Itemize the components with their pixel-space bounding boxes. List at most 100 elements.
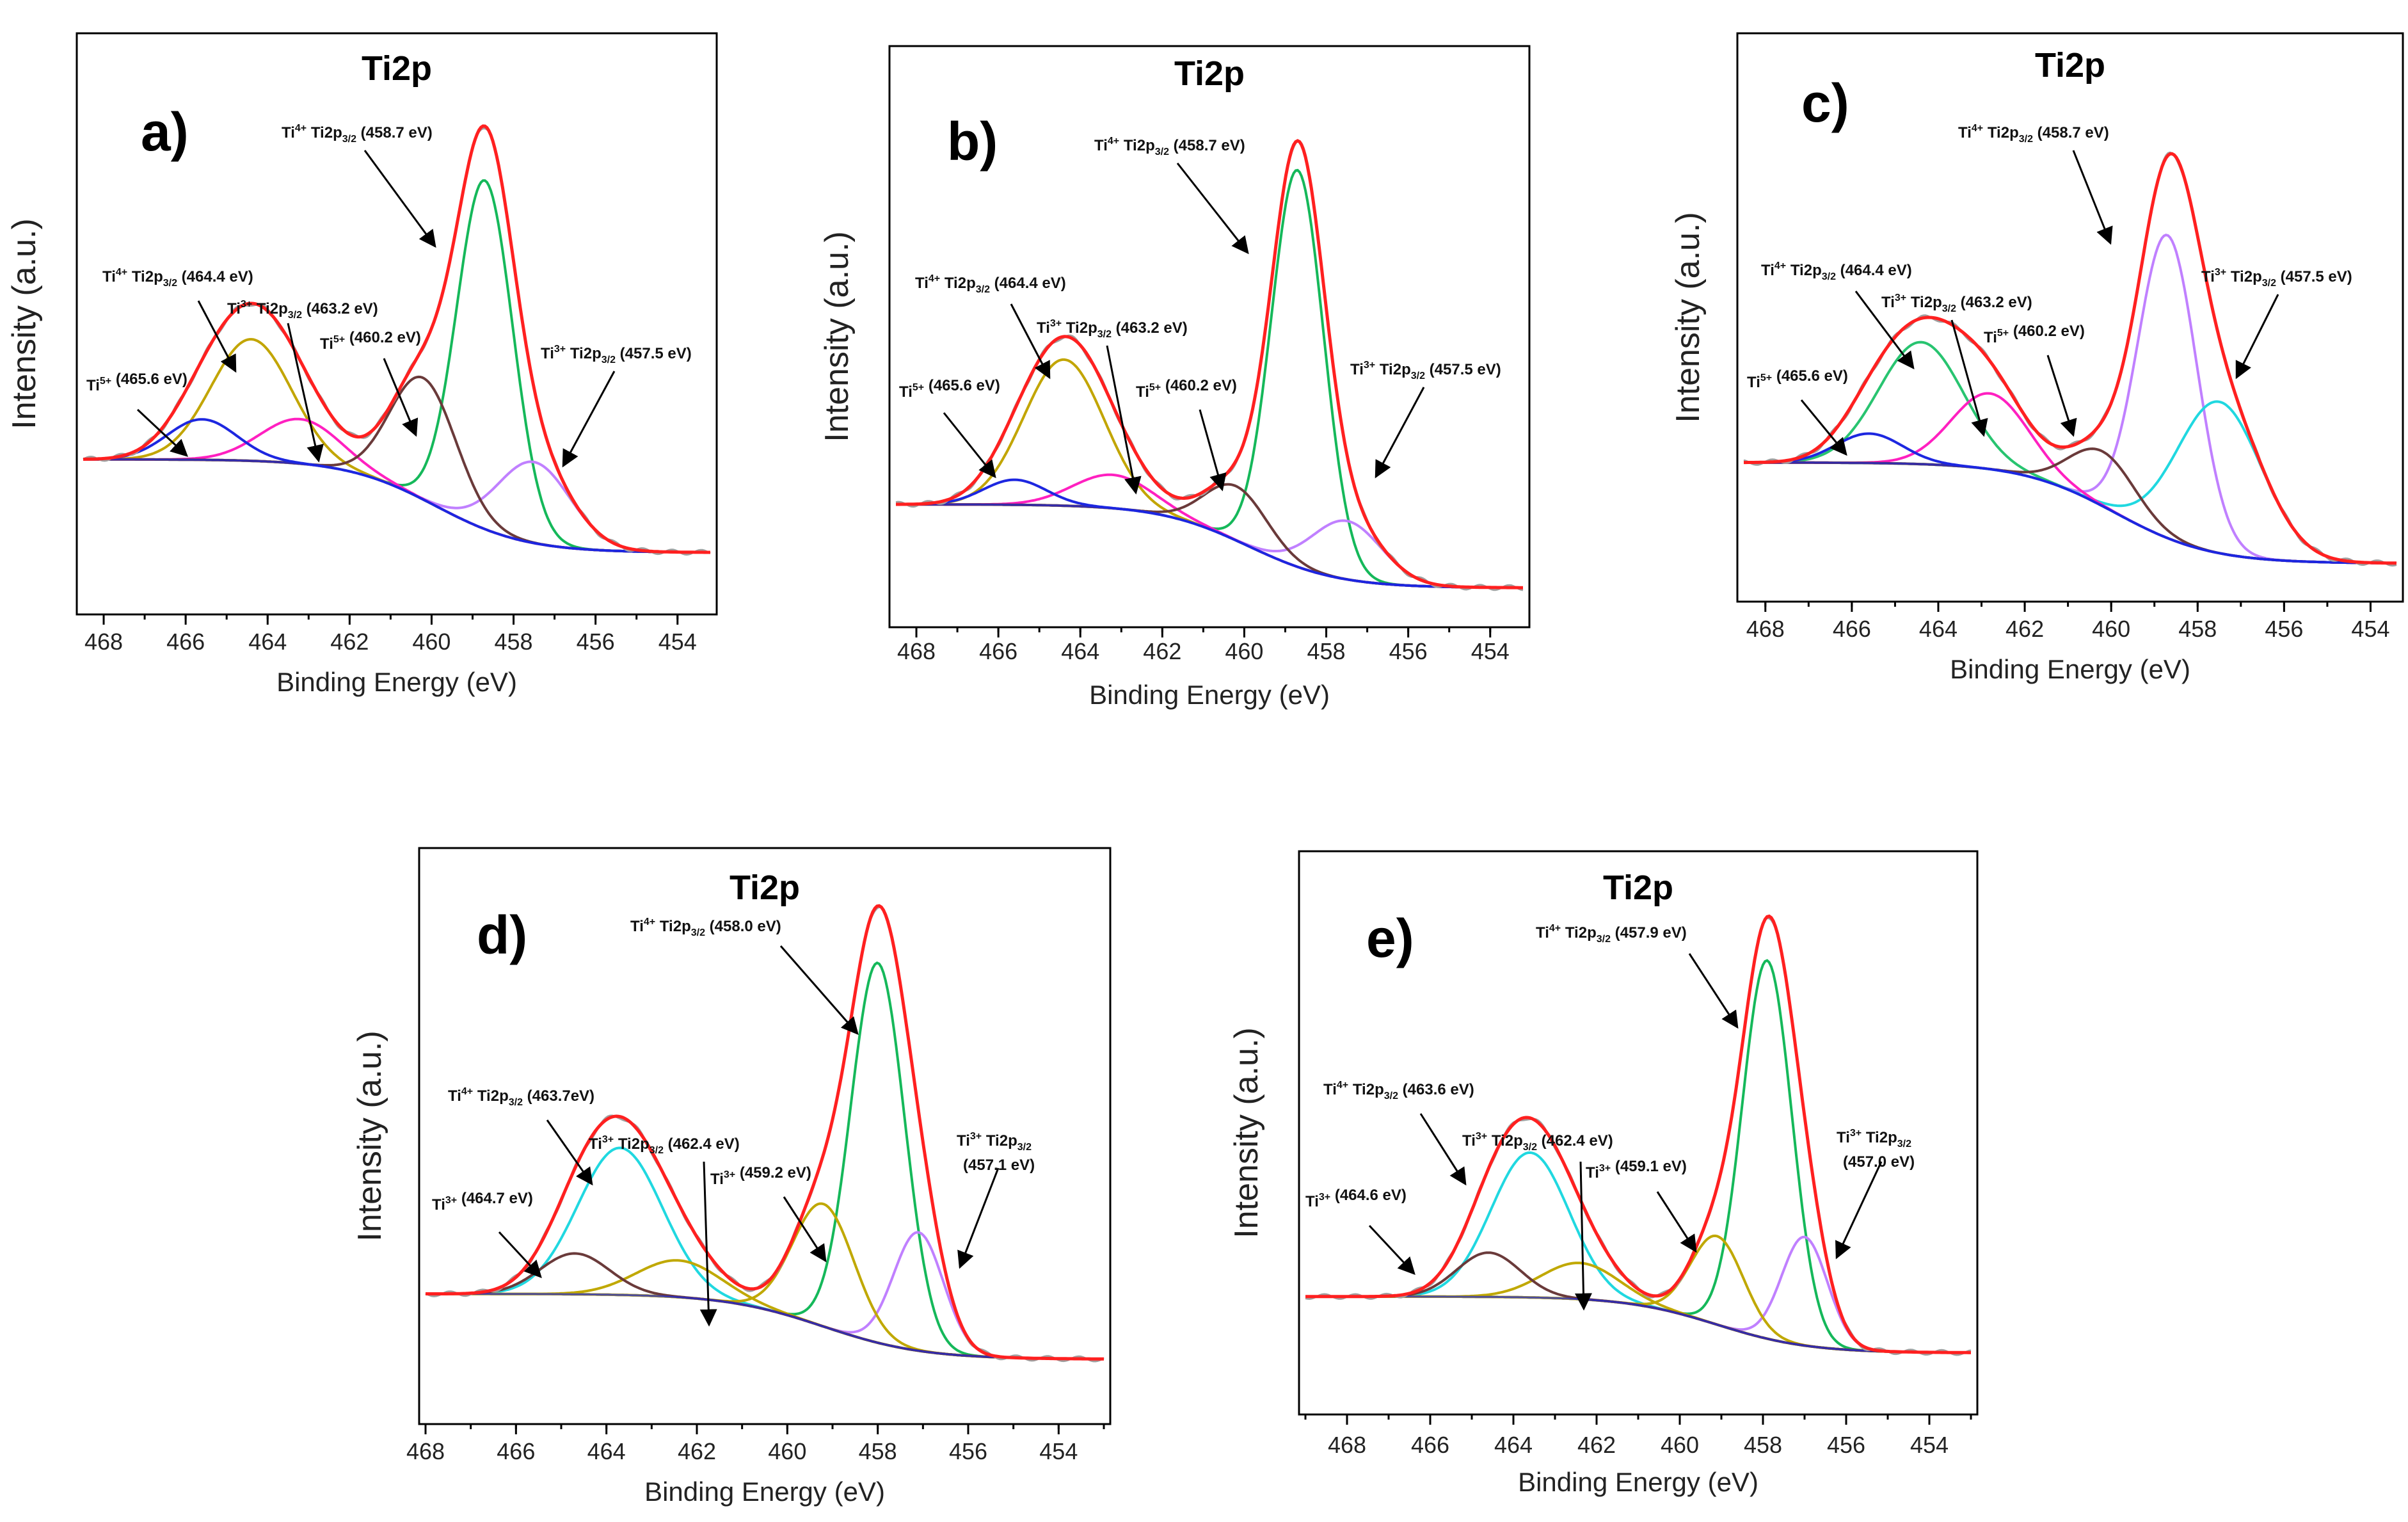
x-tick-label: 458 bbox=[495, 629, 533, 655]
x-tick-label: 454 bbox=[1039, 1438, 1078, 1464]
annotation-arrow bbox=[1854, 291, 1915, 370]
x-axis-label: Binding Energy (eV) bbox=[1089, 680, 1330, 710]
peak-annotation: Ti4+ Ti2p3/2 (464.4 eV) bbox=[915, 273, 1066, 295]
x-tick-label: 460 bbox=[768, 1438, 806, 1464]
background-line bbox=[1305, 1295, 1971, 1354]
component-peak-1 bbox=[83, 179, 710, 554]
background-line bbox=[83, 458, 710, 554]
annotation-arrow bbox=[383, 358, 419, 437]
x-tick-label: 454 bbox=[1910, 1432, 1949, 1458]
component-peak-5 bbox=[896, 483, 1523, 589]
x-tick-label: 462 bbox=[678, 1438, 716, 1464]
panel-label: b) bbox=[947, 111, 998, 172]
plot-frame bbox=[76, 32, 718, 616]
y-axis-label: Intensity (a.u.) bbox=[6, 218, 43, 429]
annotation-arrow bbox=[197, 300, 237, 373]
x-tick-label: 464 bbox=[587, 1438, 626, 1464]
peak-annotation: Ti5+ (460.2 eV) bbox=[1136, 377, 1237, 401]
x-tick-label: 458 bbox=[2178, 616, 2217, 642]
peak-annotation: Ti4+ Ti2p3/2 (458.7 eV) bbox=[1094, 136, 1245, 157]
annotation-arrow bbox=[287, 323, 324, 463]
peak-annotation: Ti3+ Ti2p3/2 (463.2 eV) bbox=[1037, 318, 1188, 340]
peak-annotation: Ti3+ (464.6 eV) bbox=[1305, 1187, 1407, 1210]
peak-annotation: Ti4+ Ti2p3/2 (464.4 eV) bbox=[102, 267, 253, 289]
peak-annotation: Ti5+ (465.6 eV) bbox=[899, 377, 1000, 401]
x-tick-label: 468 bbox=[84, 629, 123, 655]
peak-annotation: Ti5+ (465.6 eV) bbox=[1747, 367, 1848, 391]
annotation-arrow bbox=[779, 945, 859, 1036]
x-tick-label: 466 bbox=[1833, 616, 1871, 642]
panel-c: 468 466 464 462 460 458 456 454 Ti2p c) Binding En… bbox=[1670, 32, 2404, 684]
component-peak-6 bbox=[896, 478, 1523, 589]
component-peak-6 bbox=[426, 1252, 1104, 1361]
x-axis-label: Binding Energy (eV) bbox=[1950, 654, 2190, 684]
x-tick-label: 464 bbox=[1919, 616, 1957, 642]
component-peak-6 bbox=[1744, 432, 2397, 565]
peak-annotation: Ti3+ (459.1 eV) bbox=[1586, 1158, 1687, 1182]
peak-annotation: Ti4+ Ti2p3/2 (458.7 eV) bbox=[1958, 123, 2109, 145]
panel-d: 468 466 464 462 460 458 456 454 Ti2p d) Binding En… bbox=[351, 847, 1112, 1507]
peak-annotation: Ti3+ Ti2p3/2 (463.2 eV) bbox=[1881, 292, 2032, 314]
fit-envelope bbox=[83, 124, 710, 554]
plot-frame bbox=[418, 847, 1112, 1425]
y-axis-label: Intensity (a.u.) bbox=[818, 231, 856, 442]
peak-annotation: Ti4+ Ti2p3/2 (463.6 eV) bbox=[1323, 1080, 1474, 1101]
x-tick-label: 454 bbox=[2351, 616, 2389, 642]
x-tick-label: 466 bbox=[497, 1438, 535, 1464]
x-tick-label: 464 bbox=[1061, 638, 1099, 664]
x-axis-label: Binding Energy (eV) bbox=[1518, 1467, 1758, 1497]
component-peak-3 bbox=[896, 503, 1523, 589]
x-tick-label: 468 bbox=[897, 638, 936, 664]
x-tick-label: 466 bbox=[166, 629, 205, 655]
peak-annotation: Ti5+ (460.2 eV) bbox=[320, 329, 421, 353]
x-tick-label: 454 bbox=[658, 629, 697, 655]
x-tick-label: 460 bbox=[412, 629, 451, 655]
x-tick-label: 454 bbox=[1471, 638, 1510, 664]
x-tick-label: 464 bbox=[248, 629, 287, 655]
y-axis-label: Intensity (a.u.) bbox=[351, 1030, 388, 1241]
x-tick-label: 458 bbox=[1744, 1432, 1782, 1458]
annotation-arrow bbox=[957, 1167, 1000, 1269]
x-tick-label: 460 bbox=[2092, 616, 2130, 642]
annotation-arrow bbox=[562, 371, 616, 468]
peak-annotation: Ti3+ Ti2p3/2 (463.2 eV) bbox=[227, 299, 378, 321]
x-tick-label: 466 bbox=[1411, 1432, 1449, 1458]
peak-annotation: Ti3+ Ti2p3/2 (457.5 eV) bbox=[2201, 267, 2352, 289]
x-tick-label: 458 bbox=[1307, 638, 1346, 664]
x-tick-label: 462 bbox=[2005, 616, 2044, 642]
chart-title: Ti2p bbox=[730, 869, 800, 907]
peak-annotation: Ti5+ (465.6 eV) bbox=[86, 371, 187, 394]
peak-annotation: Ti4+ Ti2p3/2 (457.9 eV) bbox=[1536, 923, 1687, 945]
x-tick-label: 456 bbox=[1827, 1432, 1865, 1458]
raw-spectrum bbox=[1743, 151, 2397, 567]
panel-b: 468 466 464 462 460 458 456 454 Ti2p b) Binding En… bbox=[818, 45, 1531, 710]
peak-annotation: Ti4+ Ti2p3/2 (464.4 eV) bbox=[1761, 260, 1912, 282]
peak-annotation: Ti3+ Ti2p3/2 (457.5 eV) bbox=[541, 344, 692, 365]
annotation-arrow bbox=[1800, 399, 1847, 456]
annotation-arrow bbox=[2235, 294, 2279, 380]
annotation-arrow bbox=[1835, 1161, 1883, 1260]
x-axis-label: Binding Energy (eV) bbox=[644, 1477, 885, 1507]
fit-envelope bbox=[426, 904, 1104, 1361]
peak-annotation: Ti3+ Ti2p3/2 (457.5 eV) bbox=[1350, 360, 1501, 381]
annotation-arrow bbox=[1950, 319, 1988, 437]
panel-label: a) bbox=[141, 102, 189, 162]
chart-title: Ti2p bbox=[1603, 869, 1673, 907]
peak-annotation: Ti3+ Ti2p3/2 bbox=[957, 1131, 1032, 1153]
chart-title: Ti2p bbox=[2035, 46, 2105, 84]
plot-frame bbox=[1736, 32, 2404, 603]
annotation-arrow bbox=[1574, 1161, 1592, 1311]
peak-annotation: Ti3+ Ti2p3/2 (462.4 eV) bbox=[589, 1134, 740, 1156]
peak-annotation: Ti3+ Ti2p3/2 (462.4 eV) bbox=[1462, 1131, 1613, 1153]
annotation-arrow bbox=[2046, 355, 2077, 437]
panel-a: 468 466 464 462 460 458 456 454 Ti2p a) Binding En… bbox=[6, 32, 718, 697]
annotation-arrow bbox=[1199, 409, 1227, 492]
x-tick-label: 468 bbox=[1746, 616, 1785, 642]
annotation-arrow bbox=[498, 1231, 542, 1278]
x-tick-label: 468 bbox=[406, 1438, 445, 1464]
annotation-arrow bbox=[363, 150, 436, 248]
peak-annotation: Ti3+ Ti2p3/2 bbox=[1837, 1128, 1911, 1150]
x-axis-label: Binding Energy (eV) bbox=[276, 667, 517, 697]
annotation-arrow bbox=[136, 408, 188, 457]
x-tick-label: 458 bbox=[859, 1438, 897, 1464]
